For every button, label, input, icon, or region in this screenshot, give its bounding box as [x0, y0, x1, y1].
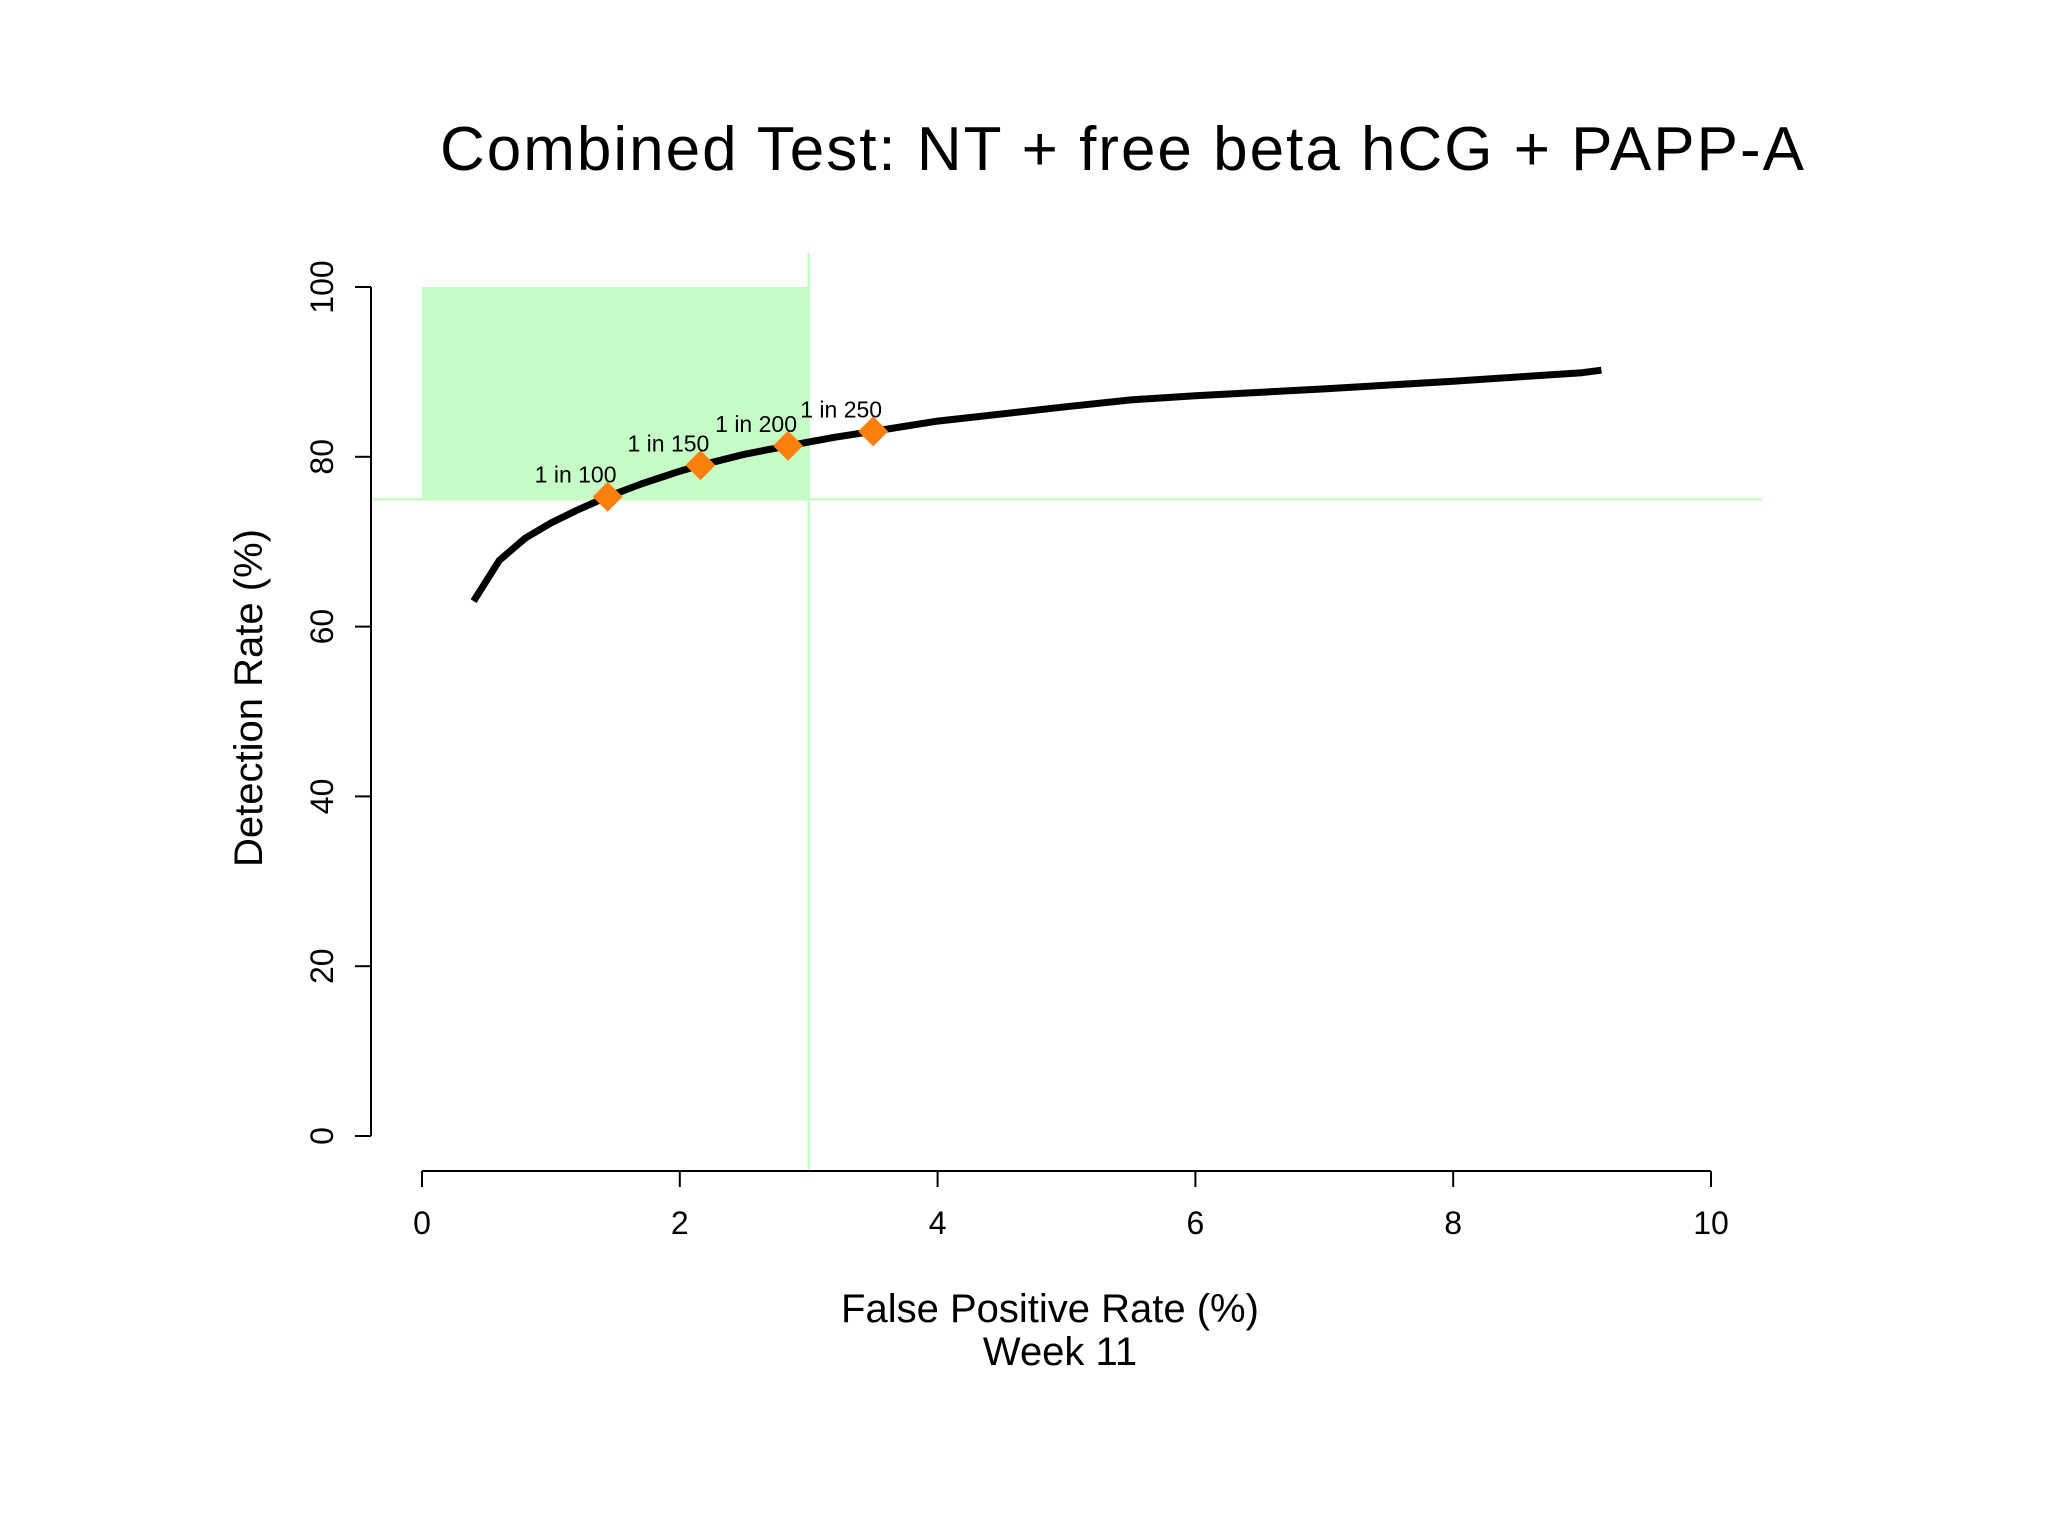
marker-label: 1 in 200: [715, 411, 797, 437]
x-tick-label: 8: [1444, 1205, 1462, 1241]
y-tick-label: 40: [304, 779, 340, 815]
highlight-region: [422, 287, 809, 500]
x-tick-label: 6: [1187, 1205, 1205, 1241]
y-tick-label: 100: [304, 260, 340, 313]
x-axis-label-week: Week 11: [983, 1330, 1137, 1374]
x-tick-label: 4: [929, 1205, 947, 1241]
x-tick-label: 0: [413, 1205, 431, 1241]
risk-cutoff-marker: [592, 481, 623, 512]
text-layer: Combined Test: NT + free beta hCG + PAPP…: [227, 115, 1806, 1374]
y-tick-label: 80: [304, 439, 340, 475]
x-axis-label: False Positive Rate (%): [841, 1287, 1259, 1331]
highlight-region-layer: [422, 287, 809, 500]
risk-cutoff-marker: [858, 416, 889, 447]
y-tick-label: 0: [304, 1127, 340, 1145]
marker-label: 1 in 150: [627, 430, 709, 456]
x-tick-label: 10: [1693, 1205, 1729, 1241]
risk-cutoff-marker: [773, 430, 804, 461]
y-tick-label: 60: [304, 609, 340, 645]
marker-label: 1 in 250: [800, 396, 882, 422]
axes-layer: [370, 287, 1711, 1172]
chart-title: Combined Test: NT + free beta hCG + PAPP…: [440, 115, 1806, 184]
y-axis-label: Detection Rate (%): [227, 529, 271, 867]
marker-label: 1 in 100: [535, 462, 617, 488]
x-tick-label: 2: [671, 1205, 689, 1241]
risk-cutoff-marker: [685, 450, 716, 481]
y-tick-label: 20: [304, 948, 340, 984]
